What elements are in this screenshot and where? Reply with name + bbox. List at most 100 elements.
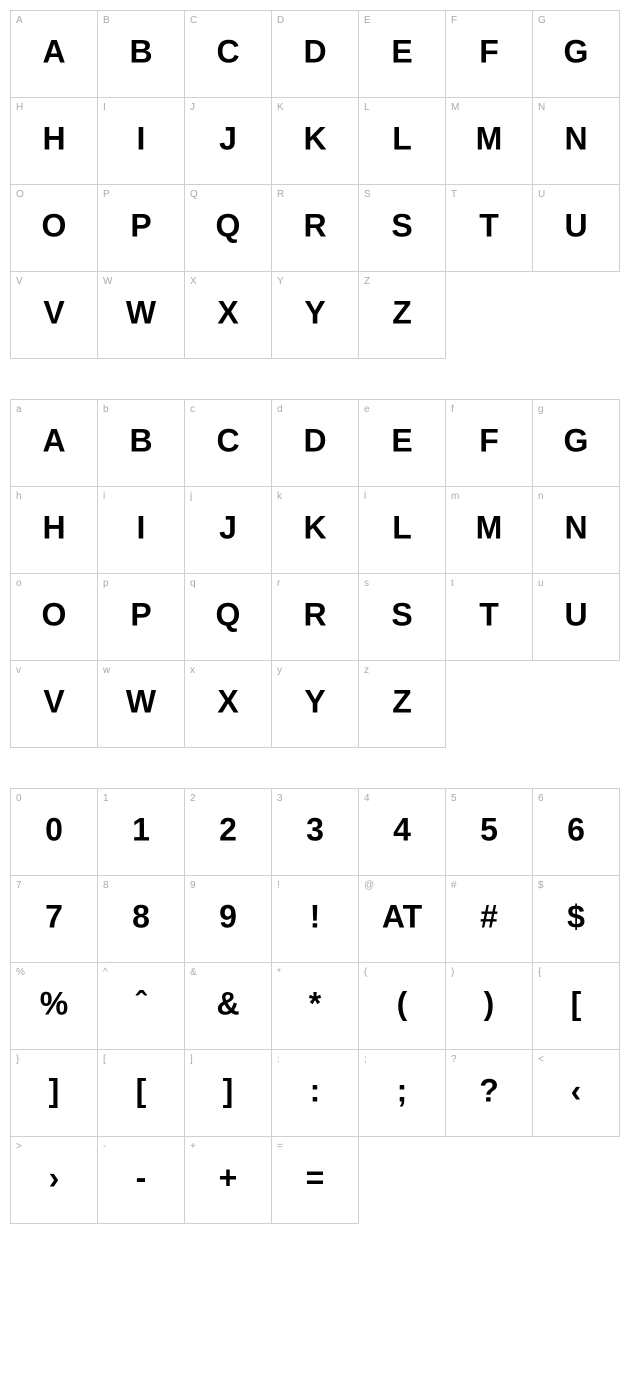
- cell-label: 9: [190, 880, 196, 891]
- cell-glyph: 4: [393, 812, 411, 849]
- cell-label: %: [16, 967, 25, 978]
- cell-label: }: [16, 1054, 19, 1065]
- glyph-cell: 77: [10, 875, 98, 963]
- cell-label: p: [103, 578, 109, 589]
- glyph-cell: )): [445, 962, 533, 1050]
- cell-label: v: [16, 665, 21, 676]
- glyph-cell: vV: [10, 660, 98, 748]
- glyph-cell: uU: [532, 573, 620, 661]
- cell-glyph: Z: [392, 295, 412, 332]
- cell-label: T: [451, 189, 457, 200]
- cell-glyph: X: [217, 295, 238, 332]
- glyph-chart-1: aAbBcCdDeEfFgGhHiIjJkKlLmMnNoOpPqQrRsStT…: [10, 399, 630, 748]
- cell-label: b: [103, 404, 109, 415]
- cell-glyph: P: [130, 597, 151, 634]
- glyph-cell: pP: [97, 573, 185, 661]
- cell-label: u: [538, 578, 544, 589]
- cell-glyph: N: [564, 121, 587, 158]
- cell-glyph: I: [137, 121, 146, 158]
- cell-label: L: [364, 102, 370, 113]
- glyph-cell: RR: [271, 184, 359, 272]
- cell-glyph: O: [42, 208, 67, 245]
- cell-glyph: V: [43, 295, 64, 332]
- glyph-cell: %%: [10, 962, 98, 1050]
- cell-label: ^: [103, 967, 108, 978]
- glyph-cell: zZ: [358, 660, 446, 748]
- glyph-cell: ((: [358, 962, 446, 1050]
- glyph-cell: [[: [97, 1049, 185, 1137]
- glyph-cell: 44: [358, 788, 446, 876]
- cell-label: $: [538, 880, 544, 891]
- cell-label: E: [364, 15, 371, 26]
- glyph-cell: <‹: [532, 1049, 620, 1137]
- cell-label: m: [451, 491, 459, 502]
- cell-label: @: [364, 880, 374, 891]
- cell-label: S: [364, 189, 371, 200]
- glyph-cell: BB: [97, 10, 185, 98]
- cell-glyph: D: [303, 34, 326, 71]
- cell-label: -: [103, 1141, 106, 1152]
- glyph-cell: ^ˆ: [97, 962, 185, 1050]
- cell-glyph: ˆ: [136, 986, 147, 1023]
- cell-glyph: O: [42, 597, 67, 634]
- cell-label: d: [277, 404, 283, 415]
- glyph-cell: GG: [532, 10, 620, 98]
- cell-glyph: (: [397, 986, 408, 1023]
- cell-glyph: K: [303, 121, 326, 158]
- cell-label: n: [538, 491, 544, 502]
- glyph-cell: aA: [10, 399, 98, 487]
- cell-glyph: D: [303, 423, 326, 460]
- cell-label: 0: [16, 793, 22, 804]
- cell-glyph: S: [391, 597, 412, 634]
- glyph-row: HHIIJJKKLLMMNN: [10, 98, 630, 185]
- glyph-row: AABBCCDDEEFFGG: [10, 10, 630, 98]
- glyph-cell: XX: [184, 271, 272, 359]
- cell-label: ): [451, 967, 454, 978]
- cell-label: 3: [277, 793, 283, 804]
- cell-glyph: E: [391, 34, 412, 71]
- glyph-cell: !!: [271, 875, 359, 963]
- glyph-cell: yY: [271, 660, 359, 748]
- cell-label: 1: [103, 793, 109, 804]
- glyph-cell: ??: [445, 1049, 533, 1137]
- glyph-cell: mM: [445, 486, 533, 574]
- cell-glyph: V: [43, 684, 64, 721]
- glyph-cell: WW: [97, 271, 185, 359]
- cell-glyph: C: [216, 423, 239, 460]
- cell-glyph: =: [306, 1160, 325, 1197]
- cell-glyph: P: [130, 208, 151, 245]
- cell-label: J: [190, 102, 195, 113]
- cell-glyph: Y: [304, 684, 325, 721]
- glyph-cell: 88: [97, 875, 185, 963]
- glyph-row: oOpPqQrRsStTuU: [10, 574, 630, 661]
- glyph-cell: 66: [532, 788, 620, 876]
- cell-label: F: [451, 15, 457, 26]
- glyph-cell: 99: [184, 875, 272, 963]
- cell-glyph: ]: [49, 1073, 60, 1110]
- glyph-cell: ZZ: [358, 271, 446, 359]
- cell-glyph: 7: [45, 899, 63, 936]
- cell-glyph: [: [571, 986, 582, 1023]
- cell-glyph: +: [219, 1160, 238, 1197]
- cell-label: k: [277, 491, 282, 502]
- cell-glyph: J: [219, 510, 237, 547]
- cell-glyph: 6: [567, 812, 585, 849]
- cell-label: H: [16, 102, 23, 113]
- glyph-cell: tT: [445, 573, 533, 661]
- cell-label: t: [451, 578, 454, 589]
- cell-glyph: I: [137, 510, 146, 547]
- cell-glyph: H: [42, 510, 65, 547]
- glyph-cell: ==: [271, 1136, 359, 1224]
- cell-glyph: Q: [216, 597, 241, 634]
- cell-glyph: G: [564, 423, 589, 460]
- cell-glyph: B: [129, 34, 152, 71]
- cell-label: [: [103, 1054, 106, 1065]
- cell-label: a: [16, 404, 22, 415]
- cell-glyph: U: [564, 597, 587, 634]
- cell-label: ?: [451, 1054, 457, 1065]
- cell-label: i: [103, 491, 105, 502]
- cell-glyph: %: [40, 986, 68, 1023]
- glyph-chart-0: AABBCCDDEEFFGGHHIIJJKKLLMMNNOOPPQQRRSSTT…: [10, 10, 630, 359]
- cell-label: M: [451, 102, 459, 113]
- cell-label: {: [538, 967, 541, 978]
